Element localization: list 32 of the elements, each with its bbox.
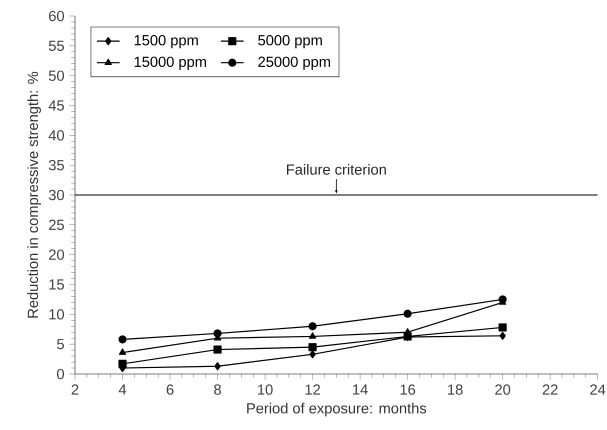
legend-label: 1500 ppm: [134, 35, 198, 48]
x-tick-label: 20: [495, 384, 510, 395]
x-tick-label: 18: [448, 384, 463, 395]
y-tick-label: 15: [49, 279, 64, 290]
x-tick-label: 10: [258, 384, 273, 395]
x-tick-label: 22: [542, 384, 558, 395]
y-tick-label: 40: [48, 130, 64, 141]
x-tick-label: 6: [166, 384, 174, 395]
x-tick-label: 8: [214, 384, 221, 395]
y-tick-label: 5: [57, 339, 64, 350]
x-tick-label: 2: [72, 384, 78, 395]
x-tick-label: 4: [118, 384, 126, 394]
legend-label: 5000 ppm: [258, 35, 322, 48]
y-tick-label: 35: [48, 160, 64, 170]
x-tick-label: 16: [400, 384, 416, 395]
y-tick-label: 30: [48, 190, 64, 200]
y-tick-label: 10: [49, 309, 64, 320]
y-tick-label: 0: [57, 368, 64, 380]
x-tick-label: 14: [353, 384, 368, 394]
x-tick-label: 24: [590, 384, 606, 395]
y-tick-label: 25: [49, 220, 64, 230]
y-tick-label: 20: [49, 249, 64, 260]
ref-line-label: Failure criterion: [287, 164, 386, 175]
y-tick-label: 60: [49, 10, 64, 22]
y-tick-label: 50: [48, 70, 64, 81]
legend-label: 15000 ppm: [134, 56, 206, 70]
y-tick-label: 55: [48, 40, 64, 51]
y-axis-title: Reduction in compressive strength: %: [27, 72, 41, 318]
legend-label: 25000 ppm: [258, 56, 330, 70]
y-tick-label: 45: [48, 100, 64, 111]
x-axis-title: Period of exposure: months: [247, 402, 426, 416]
x-tick-label: 12: [306, 384, 320, 395]
